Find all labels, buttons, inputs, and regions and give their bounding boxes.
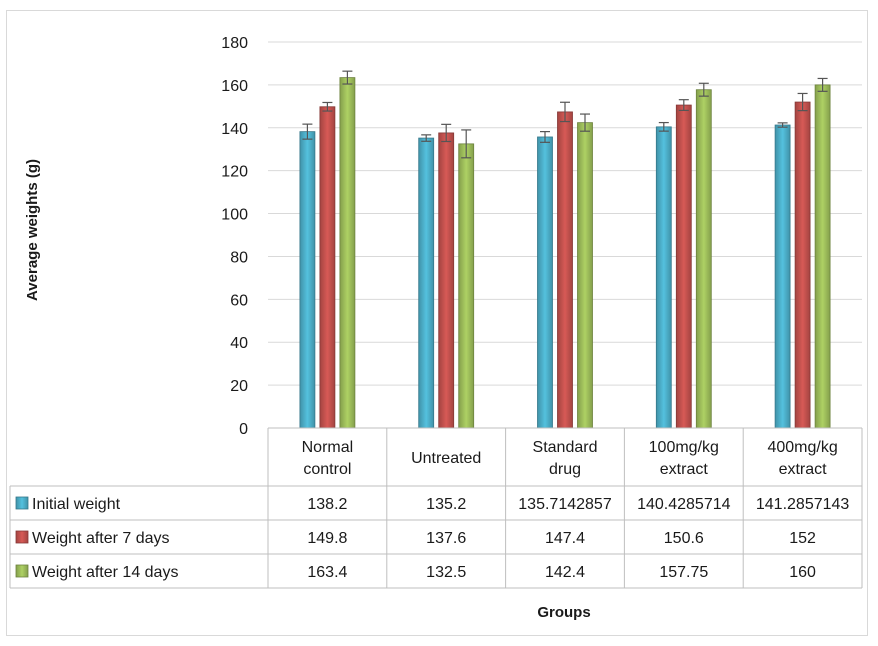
error-bar: [580, 113, 590, 132]
bar: [814, 84, 831, 429]
error-bar: [678, 99, 689, 112]
data-value: 140.4285714: [637, 496, 731, 513]
error-bar: [322, 101, 333, 112]
y-tick-label: 160: [221, 78, 248, 95]
bar: [675, 104, 692, 429]
bar: [418, 137, 435, 429]
y-tick-label: 40: [230, 335, 248, 352]
category-label: control: [303, 461, 351, 478]
error-bar: [560, 101, 570, 123]
y-tick-label: 120: [221, 164, 248, 181]
data-value: 142.4: [545, 564, 585, 581]
bar: [794, 101, 811, 429]
y-axis-title: Average weights (g): [24, 159, 41, 301]
bars: [299, 70, 831, 429]
error-bar: [342, 70, 353, 85]
error-bar: [302, 123, 313, 140]
category-label: 400mg/kg: [767, 439, 837, 456]
y-tick-label: 180: [221, 35, 248, 52]
bar: [577, 122, 593, 429]
data-value: 163.4: [307, 564, 347, 581]
y-tick-label: 60: [230, 292, 248, 309]
series-label: Initial weight: [32, 496, 121, 513]
y-tick-label: 100: [221, 207, 248, 224]
bar: [319, 106, 336, 429]
category-label: Normal: [302, 439, 354, 456]
bar: [695, 89, 712, 429]
bar: [339, 77, 356, 429]
bar: [537, 136, 553, 429]
error-bar: [441, 123, 452, 143]
bar: [438, 132, 455, 429]
y-axis: 0 20 40 60 80 100 120 140 160 180: [221, 35, 248, 438]
data-value: 138.2: [307, 496, 347, 513]
error-bar: [658, 121, 669, 132]
error-bar: [698, 82, 709, 97]
bar: [774, 124, 791, 429]
y-tick-label: 80: [230, 249, 248, 266]
category-label: Untreated: [411, 450, 481, 467]
error-bar: [777, 122, 788, 128]
series-label: Weight after 14 days: [32, 564, 178, 581]
category-label: drug: [549, 461, 581, 478]
y-tick-label: 0: [239, 421, 248, 438]
data-value: 157.75: [659, 564, 708, 581]
legend-key: [15, 564, 29, 578]
error-bar: [540, 131, 550, 143]
category-label: extract: [660, 461, 709, 478]
data-value: 135.7142857: [518, 496, 612, 513]
error-bar: [797, 92, 808, 112]
chart-frame: [6, 10, 868, 636]
bar: [557, 111, 573, 429]
data-value: 160: [789, 564, 816, 581]
data-table: Normal control Untreated Standard drug 100mg/…: [9, 427, 863, 589]
data-value: 141.2857143: [756, 496, 850, 513]
data-value: 149.8: [307, 530, 347, 547]
legend-key: [15, 496, 29, 510]
bar: [655, 126, 672, 429]
error-bar: [817, 77, 828, 92]
category-label: Standard: [533, 439, 598, 456]
error-bar: [461, 129, 472, 159]
y-tick-label: 20: [230, 378, 248, 395]
legend-key: [15, 530, 29, 544]
x-axis-title: Groups: [537, 604, 590, 621]
category-label: 100mg/kg: [649, 439, 719, 456]
data-value: 137.6: [426, 530, 466, 547]
category-label: extract: [779, 461, 828, 478]
error-bar: [421, 134, 432, 142]
series-label: Weight after 7 days: [32, 530, 170, 547]
bar: [458, 143, 475, 429]
bar: [299, 131, 316, 429]
data-value: 147.4: [545, 530, 585, 547]
data-value: 152: [789, 530, 816, 547]
y-tick-label: 140: [221, 121, 248, 138]
data-value: 135.2: [426, 496, 466, 513]
data-value: 150.6: [664, 530, 704, 547]
data-value: 132.5: [426, 564, 466, 581]
